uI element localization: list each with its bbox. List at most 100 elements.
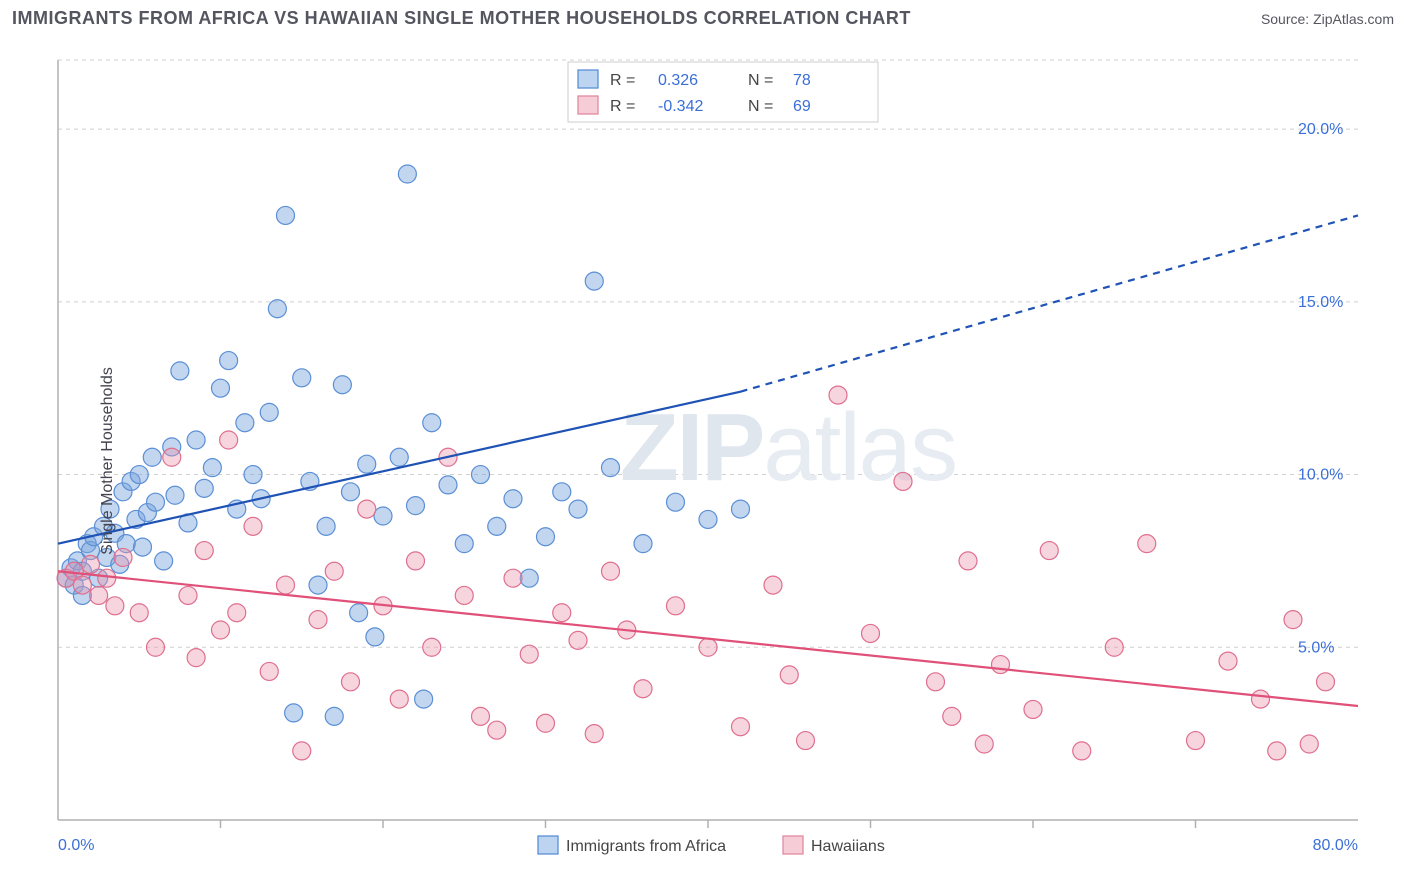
data-point (732, 718, 750, 736)
data-point (366, 628, 384, 646)
legend-r-label: R = (610, 98, 635, 115)
data-point (1284, 611, 1302, 629)
x-tick-label: 80.0% (1313, 837, 1358, 854)
data-point (1105, 638, 1123, 656)
x-tick-label: 0.0% (58, 837, 94, 854)
data-point (634, 535, 652, 553)
data-point (285, 704, 303, 722)
source-prefix: Source: (1261, 11, 1313, 27)
data-point (106, 597, 124, 615)
legend-r-value: 0.326 (658, 72, 698, 89)
data-point (134, 538, 152, 556)
data-point (166, 486, 184, 504)
data-point (423, 638, 441, 656)
data-point (1317, 673, 1335, 691)
data-point (520, 569, 538, 587)
data-point (195, 542, 213, 560)
data-point (293, 742, 311, 760)
data-point (325, 707, 343, 725)
data-point (171, 362, 189, 380)
y-tick-label: 5.0% (1298, 639, 1334, 656)
data-point (975, 735, 993, 753)
legend-swatch (538, 836, 558, 854)
data-point (268, 300, 286, 318)
trend-line-extrapolated (741, 215, 1359, 391)
data-point (236, 414, 254, 432)
data-point (317, 517, 335, 535)
data-point (699, 638, 717, 656)
data-point (780, 666, 798, 684)
data-point (342, 673, 360, 691)
data-point (277, 206, 295, 224)
data-point (634, 680, 652, 698)
data-point (472, 707, 490, 725)
legend-r-label: R = (610, 72, 635, 89)
data-point (82, 555, 100, 573)
data-point (1300, 735, 1318, 753)
data-point (309, 576, 327, 594)
data-point (342, 483, 360, 501)
data-point (130, 604, 148, 622)
legend-n-label: N = (748, 98, 773, 115)
data-point (764, 576, 782, 594)
data-point (325, 562, 343, 580)
data-point (699, 510, 717, 528)
data-point (602, 459, 620, 477)
chart-title: IMMIGRANTS FROM AFRICA VS HAWAIIAN SINGL… (12, 8, 911, 29)
data-point (187, 649, 205, 667)
data-point (407, 497, 425, 515)
data-point (520, 645, 538, 663)
data-point (537, 714, 555, 732)
data-point (244, 466, 262, 484)
y-tick-label: 20.0% (1298, 121, 1343, 138)
data-point (488, 517, 506, 535)
legend-n-label: N = (748, 72, 773, 89)
data-point (260, 403, 278, 421)
data-point (350, 604, 368, 622)
data-point (488, 721, 506, 739)
trend-line (58, 571, 1358, 706)
data-point (179, 586, 197, 604)
data-point (569, 500, 587, 518)
data-point (1073, 742, 1091, 760)
data-point (455, 535, 473, 553)
data-point (358, 500, 376, 518)
data-point (212, 621, 230, 639)
data-point (220, 431, 238, 449)
data-point (98, 569, 116, 587)
data-point (333, 376, 351, 394)
data-point (147, 638, 165, 656)
legend-series-label: Hawaiians (811, 838, 885, 855)
data-point (894, 472, 912, 490)
data-point (390, 690, 408, 708)
data-point (212, 379, 230, 397)
data-point (667, 493, 685, 511)
data-point (220, 352, 238, 370)
data-point (1252, 690, 1270, 708)
data-point (147, 493, 165, 511)
data-point (585, 725, 603, 743)
data-point (277, 576, 295, 594)
legend-swatch (783, 836, 803, 854)
data-point (943, 707, 961, 725)
data-point (260, 662, 278, 680)
legend-swatch (578, 96, 598, 114)
data-point (374, 507, 392, 525)
data-point (1268, 742, 1286, 760)
data-point (472, 466, 490, 484)
data-point (195, 479, 213, 497)
data-point (358, 455, 376, 473)
source-name: ZipAtlas.com (1313, 11, 1394, 27)
data-point (1040, 542, 1058, 560)
data-point (398, 165, 416, 183)
data-point (163, 448, 181, 466)
data-point (537, 528, 555, 546)
legend-n-value: 69 (793, 98, 811, 115)
legend-swatch (578, 70, 598, 88)
data-point (1138, 535, 1156, 553)
data-point (829, 386, 847, 404)
legend-series-label: Immigrants from Africa (566, 838, 726, 855)
data-point (73, 576, 91, 594)
data-point (1024, 700, 1042, 718)
data-point (1219, 652, 1237, 670)
